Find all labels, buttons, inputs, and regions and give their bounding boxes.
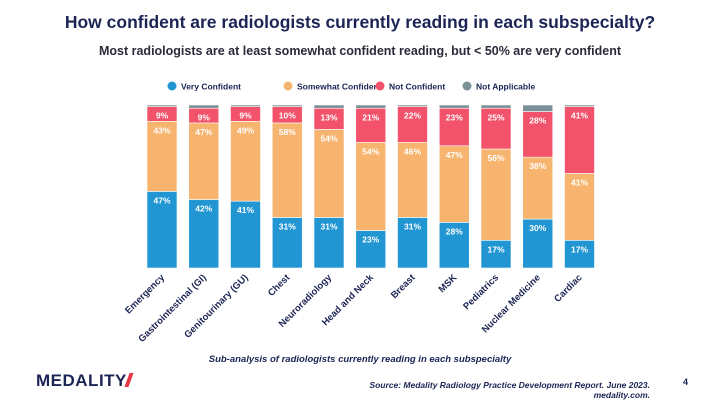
bar-segment-4-0	[313, 217, 345, 269]
source-citation: Source: Medality Radiology Practice Deve…	[369, 380, 650, 400]
data-label-6-0: 31%	[404, 221, 421, 231]
bar-segment-2-1	[230, 121, 261, 202]
x-tick-label-7: MSK	[437, 272, 460, 295]
bar-segment-8-3	[480, 104, 512, 109]
bar-segment-6-2	[397, 106, 428, 143]
bar-segment-3-0	[271, 217, 303, 269]
legend-label-2: Not Confident	[389, 82, 445, 92]
data-label-0-1: 43%	[153, 125, 170, 135]
bar-segment-6-1	[397, 142, 428, 218]
bar-segment-9-1	[522, 156, 554, 220]
data-label-9-2: 28%	[529, 116, 546, 126]
data-label-1-1: 47%	[195, 127, 212, 137]
bar-segment-10-3	[564, 104, 595, 107]
bar-segment-5-2	[355, 107, 387, 143]
bar-segment-0-1	[146, 121, 178, 192]
bar-segment-3-1	[271, 122, 303, 218]
bar-segment-7-2	[438, 107, 470, 147]
bar-segment-7-1	[438, 145, 470, 223]
data-label-4-1: 54%	[320, 133, 337, 143]
data-label-5-0: 23%	[362, 235, 379, 245]
legend-label-3: Not Applicable	[476, 82, 535, 92]
chart-legend: Very Confident Somewhat Confident Not Conf…	[167, 81, 535, 92]
brand-logo: MEDALITY	[36, 371, 127, 390]
data-label-8-0: 17%	[487, 244, 504, 254]
bar-segment-10-0	[564, 239, 595, 269]
legend-marker-2	[375, 81, 385, 91]
bar-segment-5-0	[355, 230, 387, 269]
legend-label-1: Somewhat Confident	[297, 82, 382, 92]
data-label-2-1: 49%	[237, 125, 254, 135]
data-label-4-2: 13%	[320, 112, 337, 122]
x-tick-label-6: Breast	[389, 272, 418, 301]
slide-subtitle: Most radiologists are at least somewhat …	[98, 44, 621, 58]
data-label-1-2: 9%	[198, 112, 211, 122]
bar-segment-6-0	[397, 217, 428, 269]
bar-segment-8-0	[480, 239, 512, 269]
data-label-4-0: 31%	[320, 221, 337, 231]
bar-segment-1-3	[188, 104, 220, 109]
data-label-3-0: 31%	[279, 221, 296, 231]
bar-segment-4-1	[313, 129, 345, 218]
data-label-10-1: 41%	[571, 177, 588, 187]
data-label-3-1: 58%	[279, 127, 296, 137]
bar-segment-9-2	[522, 111, 554, 158]
x-tick-label-3: Chest	[266, 272, 293, 299]
data-label-1-0: 42%	[195, 204, 212, 214]
data-label-10-0: 17%	[571, 244, 588, 254]
data-label-7-2: 23%	[446, 112, 463, 122]
bar-segment-4-3	[313, 104, 345, 109]
bar-segment-5-3	[355, 104, 387, 109]
legend-marker-0	[167, 81, 177, 91]
data-label-2-2: 9%	[239, 111, 252, 121]
x-tick-label-10: Cardiac	[552, 272, 584, 304]
data-label-0-0: 47%	[153, 195, 170, 205]
data-label-6-2: 22%	[404, 111, 421, 121]
x-tick-label-0: Emergency	[123, 272, 168, 317]
bar-segment-9-0	[522, 218, 554, 269]
bar-segment-1-1	[188, 122, 220, 200]
bar-segment-7-3	[438, 104, 470, 109]
x-tick-label-8: Pediatrics	[461, 272, 501, 312]
bar-segment-9-3	[522, 104, 554, 112]
data-label-3-2: 10%	[279, 111, 296, 121]
legend-marker-1	[283, 81, 293, 91]
bar-segment-6-3	[397, 104, 428, 107]
bar-segment-7-0	[438, 222, 470, 269]
slide-title: How confident are radiologists currently…	[64, 12, 656, 32]
bar-segment-0-0	[146, 191, 178, 269]
data-label-7-0: 28%	[446, 226, 463, 236]
data-label-8-2: 25%	[487, 112, 504, 122]
page-number: 4	[682, 377, 688, 387]
data-label-9-0: 30%	[529, 223, 546, 233]
bar-segment-5-1	[355, 142, 387, 231]
data-label-0-2: 9%	[156, 111, 169, 121]
data-label-7-1: 47%	[446, 150, 463, 160]
chart-footnote: Sub-analysis of radiologists currently r…	[208, 354, 512, 365]
bar-segment-10-2	[564, 106, 595, 174]
data-label-9-1: 38%	[529, 161, 546, 171]
bar-segment-10-1	[564, 173, 595, 241]
legend-marker-3	[462, 81, 472, 91]
bar-segment-0-3	[146, 104, 178, 107]
legend-label-0: Very Confident	[181, 82, 241, 92]
bar-segment-2-3	[230, 104, 261, 107]
data-label-6-1: 46%	[404, 146, 421, 156]
bar-segment-1-0	[188, 199, 220, 269]
bar-segment-3-3	[271, 104, 303, 107]
data-label-5-1: 54%	[362, 146, 379, 156]
data-label-2-0: 41%	[237, 205, 254, 215]
chart-bars: 47% 43% 9% 42% 47% 9% 41% 49% 9% 31% 58% 10% 31% 54% 1…	[146, 104, 595, 269]
data-label-10-2: 41%	[571, 111, 588, 121]
data-label-5-2: 21%	[362, 112, 379, 122]
data-label-8-1: 56%	[487, 153, 504, 163]
